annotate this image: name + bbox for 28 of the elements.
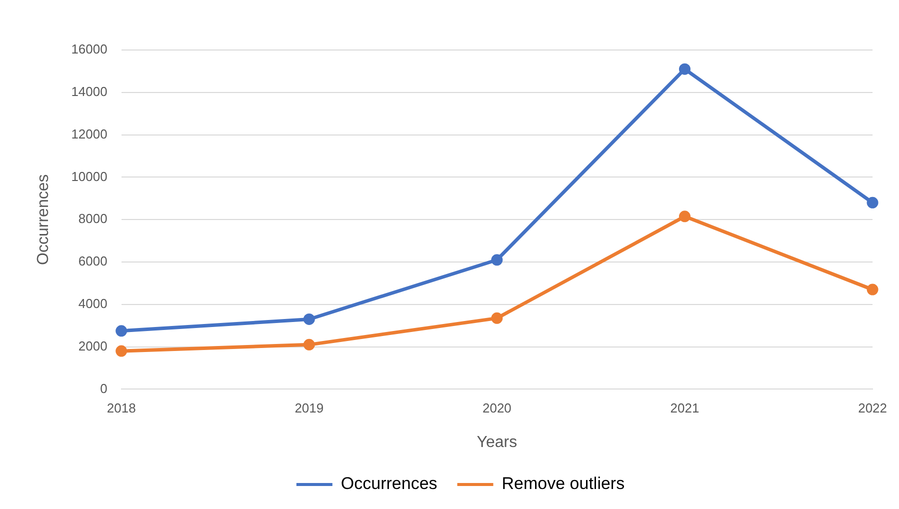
point [116, 345, 128, 357]
x-tick-label: 2018 [106, 400, 136, 416]
point [491, 312, 503, 324]
x-tick-label: 2020 [482, 400, 512, 416]
point [491, 254, 503, 266]
y-tick-label: 16000 [71, 42, 108, 57]
x-tick-label: 2022 [858, 400, 887, 416]
point [678, 63, 690, 75]
y-tick-label: 14000 [71, 84, 108, 99]
point [303, 313, 315, 325]
y-tick-label: 10000 [71, 168, 108, 184]
y-axis-title: Occurrences [35, 174, 52, 265]
x-tick-label: 2021 [670, 400, 700, 416]
y-tick-label: 12000 [71, 126, 108, 142]
y-tick-label: 8000 [78, 211, 108, 226]
x-tick-label: 2019 [294, 400, 324, 416]
legend-label: Occurrences [340, 474, 438, 494]
point [303, 338, 315, 350]
point [866, 284, 878, 296]
y-tick-label: 6000 [78, 254, 108, 269]
y-tick-label: 2000 [78, 338, 108, 354]
legend-label: Remove outliers [502, 474, 625, 494]
point [866, 196, 878, 208]
x-axis-title: Years [476, 434, 518, 451]
y-tick-label: 4000 [78, 296, 108, 311]
y-tick-label: 0 [100, 380, 108, 396]
point [116, 325, 128, 337]
point [678, 210, 690, 222]
